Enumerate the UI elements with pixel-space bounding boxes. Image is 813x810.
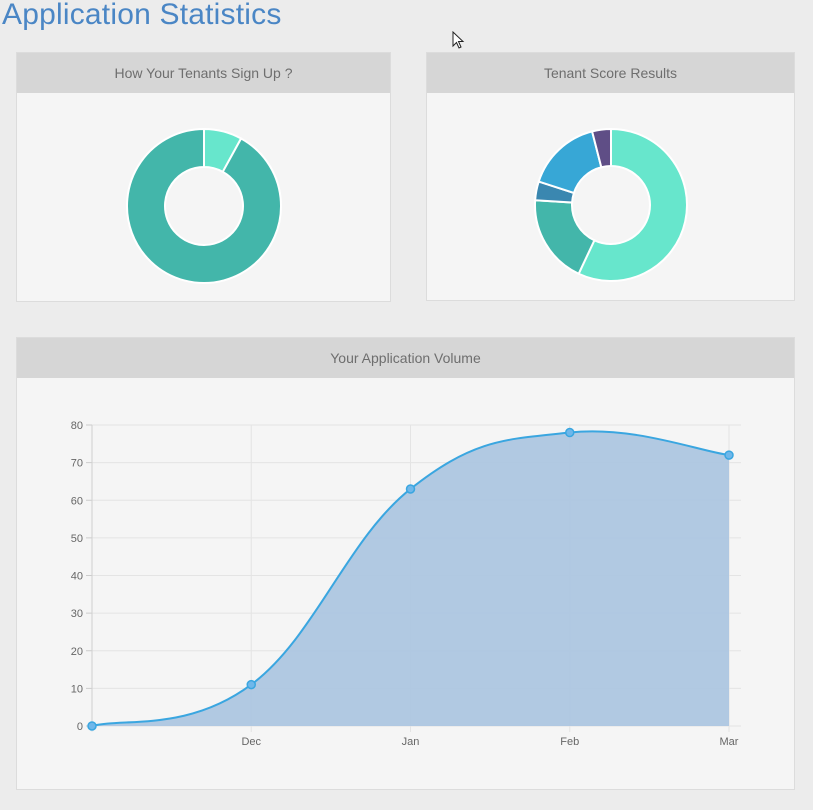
signup-donut-chart <box>126 127 282 284</box>
data-point[interactable] <box>724 450 734 460</box>
y-tick-label: 50 <box>71 533 83 545</box>
data-point[interactable] <box>246 679 256 690</box>
score-panel-title: Tenant Score Results <box>427 53 794 93</box>
page-title: Application Statistics <box>2 0 282 31</box>
volume-panel-title: Your Application Volume <box>17 338 794 378</box>
donut-slice[interactable] <box>126 127 282 284</box>
x-tick-label: Mar <box>720 736 739 748</box>
y-tick-label: 80 <box>71 420 83 432</box>
donut-slice[interactable] <box>537 130 603 195</box>
y-tick-label: 30 <box>71 608 83 620</box>
donut-slice[interactable] <box>577 127 688 282</box>
series-line <box>91 430 730 727</box>
y-tick-label: 40 <box>71 571 83 583</box>
donut-slice[interactable] <box>590 127 612 169</box>
score-panel: Tenant Score Results <box>426 52 795 301</box>
data-point[interactable] <box>565 427 575 438</box>
y-tick-label: 20 <box>71 646 83 658</box>
x-tick-label: Feb <box>560 736 579 748</box>
data-point[interactable] <box>405 484 416 494</box>
x-tick-label: Dec <box>241 736 261 748</box>
volume-area-chart: 0 10 20 30 40 50 60 70 80 Dec Jan Feb Mar <box>71 420 741 748</box>
y-tick-label: 10 <box>71 683 83 695</box>
data-point[interactable] <box>87 721 97 731</box>
signup-panel: How Your Tenants Sign Up ? <box>16 52 391 302</box>
series-area <box>92 431 729 726</box>
y-tick-label: 0 <box>77 721 83 733</box>
signup-panel-title: How Your Tenants Sign Up ? <box>17 53 390 93</box>
y-tick-label: 70 <box>71 458 83 470</box>
mouse-cursor-icon <box>452 31 465 49</box>
y-tick-label: 60 <box>71 495 83 507</box>
volume-panel: Your Application Volume 0 10 20 30 40 50 60 70 8… <box>16 337 795 790</box>
x-tick-label: Jan <box>402 736 420 748</box>
score-donut-chart <box>534 127 688 282</box>
